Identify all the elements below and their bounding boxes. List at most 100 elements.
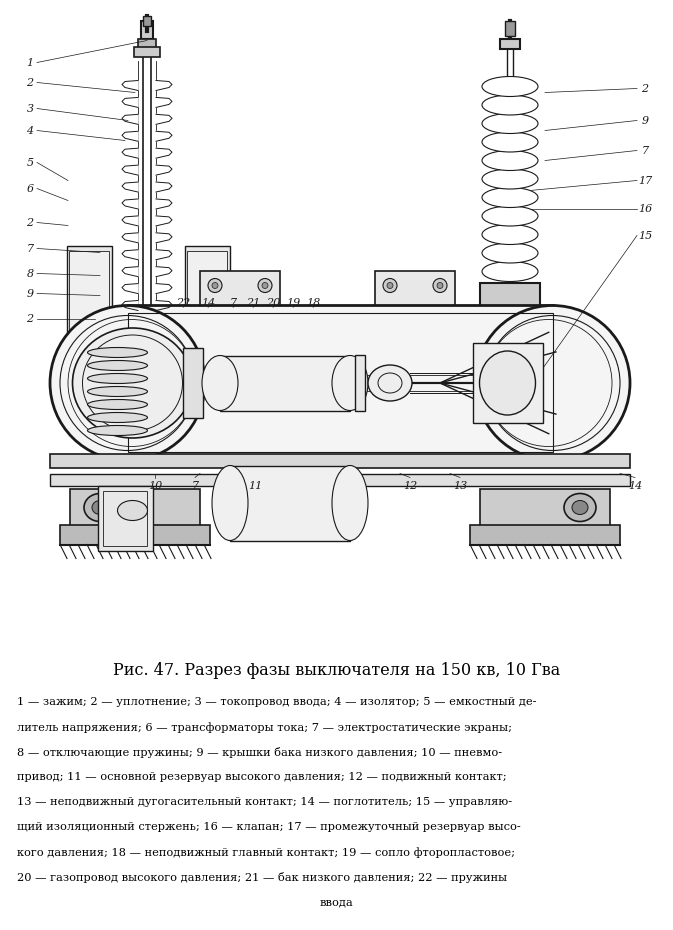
Ellipse shape [482, 151, 538, 170]
Ellipse shape [50, 305, 205, 460]
Ellipse shape [87, 361, 147, 370]
Polygon shape [122, 250, 138, 259]
Ellipse shape [482, 243, 538, 263]
Ellipse shape [258, 278, 272, 293]
Bar [138, 38, 156, 48]
Polygon shape [156, 166, 172, 175]
Polygon shape [156, 131, 172, 141]
Polygon shape [156, 81, 172, 90]
Bar [127, 313, 553, 453]
Ellipse shape [383, 278, 397, 293]
Polygon shape [122, 166, 138, 175]
Bar [488, 309, 532, 321]
Text: кого давления; 18 — неподвижный главный контакт; 19 — сопло фторопластовое;: кого давления; 18 — неподвижный главный … [17, 847, 515, 858]
Ellipse shape [479, 351, 536, 415]
Bar [134, 46, 160, 57]
Bar [480, 488, 610, 526]
Bar [470, 525, 620, 544]
Ellipse shape [212, 312, 218, 318]
Text: привод; 11 — основной резервуар высокого давления; 12 — подвижный контакт;: привод; 11 — основной резервуар высокого… [17, 772, 506, 782]
Ellipse shape [87, 387, 147, 396]
Polygon shape [122, 300, 138, 311]
Text: 2: 2 [26, 77, 34, 87]
Ellipse shape [433, 278, 447, 293]
Ellipse shape [87, 374, 147, 383]
Polygon shape [156, 98, 172, 108]
Ellipse shape [84, 494, 116, 522]
Polygon shape [156, 114, 172, 125]
Text: 18: 18 [306, 298, 320, 308]
Polygon shape [122, 114, 138, 125]
Ellipse shape [480, 326, 490, 336]
Text: 12: 12 [403, 481, 417, 490]
Bar [121, 365, 173, 378]
Text: 13: 13 [453, 481, 467, 490]
Ellipse shape [387, 283, 393, 288]
Text: 8: 8 [26, 269, 34, 278]
Text: 4: 4 [26, 126, 34, 136]
Text: 22: 22 [176, 298, 190, 308]
Polygon shape [122, 148, 138, 158]
Text: 7: 7 [26, 244, 34, 254]
Polygon shape [156, 199, 172, 209]
Bar [200, 271, 280, 330]
Bar [187, 250, 227, 330]
Ellipse shape [332, 466, 368, 540]
Ellipse shape [87, 413, 147, 422]
Text: 1: 1 [26, 58, 34, 68]
Text: щий изоляционный стержень; 16 — клапан; 17 — промежуточный резервуар высо-: щий изоляционный стержень; 16 — клапан; … [17, 822, 520, 832]
Ellipse shape [482, 261, 538, 282]
Polygon shape [122, 98, 138, 108]
Ellipse shape [87, 426, 147, 435]
Bar [220, 355, 350, 410]
Polygon shape [156, 250, 172, 259]
Text: 14: 14 [628, 481, 642, 490]
Ellipse shape [332, 355, 368, 410]
Ellipse shape [387, 312, 393, 318]
Polygon shape [156, 267, 172, 276]
Bar [98, 485, 153, 551]
Ellipse shape [572, 500, 588, 514]
Bar [67, 246, 112, 336]
Ellipse shape [208, 278, 222, 293]
Ellipse shape [530, 340, 540, 351]
Ellipse shape [482, 132, 538, 152]
Text: 11: 11 [248, 481, 262, 490]
Bar [182, 348, 203, 418]
Text: 14: 14 [201, 298, 215, 308]
Polygon shape [122, 232, 138, 243]
Text: 7: 7 [191, 481, 199, 490]
Bar [465, 315, 555, 365]
Text: 19: 19 [286, 298, 300, 308]
Text: 20 — газопровод высокого давления; 21 — бак низкого давления; 22 — пружины: 20 — газопровод высокого давления; 21 — … [17, 872, 507, 883]
Text: 3: 3 [26, 103, 34, 113]
Polygon shape [122, 199, 138, 209]
Bar [141, 20, 153, 38]
Ellipse shape [212, 466, 248, 540]
Text: 7: 7 [229, 298, 237, 308]
Polygon shape [156, 216, 172, 226]
Ellipse shape [262, 312, 268, 318]
Ellipse shape [433, 309, 447, 323]
Text: 13 — неподвижный дугогасительный контакт; 14 — поглотитель; 15 — управляю-: 13 — неподвижный дугогасительный контакт… [17, 797, 511, 807]
Bar [102, 490, 147, 546]
Ellipse shape [564, 494, 596, 522]
Text: 15: 15 [638, 231, 652, 241]
Text: Рис. 47. Разрез фазы выключателя на 150 кв, 10 Гва: Рис. 47. Разрез фазы выключателя на 150 … [113, 662, 560, 679]
Polygon shape [156, 300, 172, 311]
Bar [125, 327, 169, 346]
Text: 6: 6 [26, 183, 34, 193]
Ellipse shape [87, 348, 147, 357]
Bar [472, 343, 542, 423]
Bar [117, 353, 177, 367]
Bar [375, 271, 455, 330]
Ellipse shape [437, 283, 443, 288]
Ellipse shape [482, 224, 538, 245]
Text: 20: 20 [266, 298, 280, 308]
Text: 7: 7 [641, 145, 649, 155]
Polygon shape [122, 81, 138, 90]
Bar [70, 488, 200, 526]
Ellipse shape [262, 283, 268, 288]
Bar [480, 283, 540, 311]
Ellipse shape [118, 500, 147, 521]
